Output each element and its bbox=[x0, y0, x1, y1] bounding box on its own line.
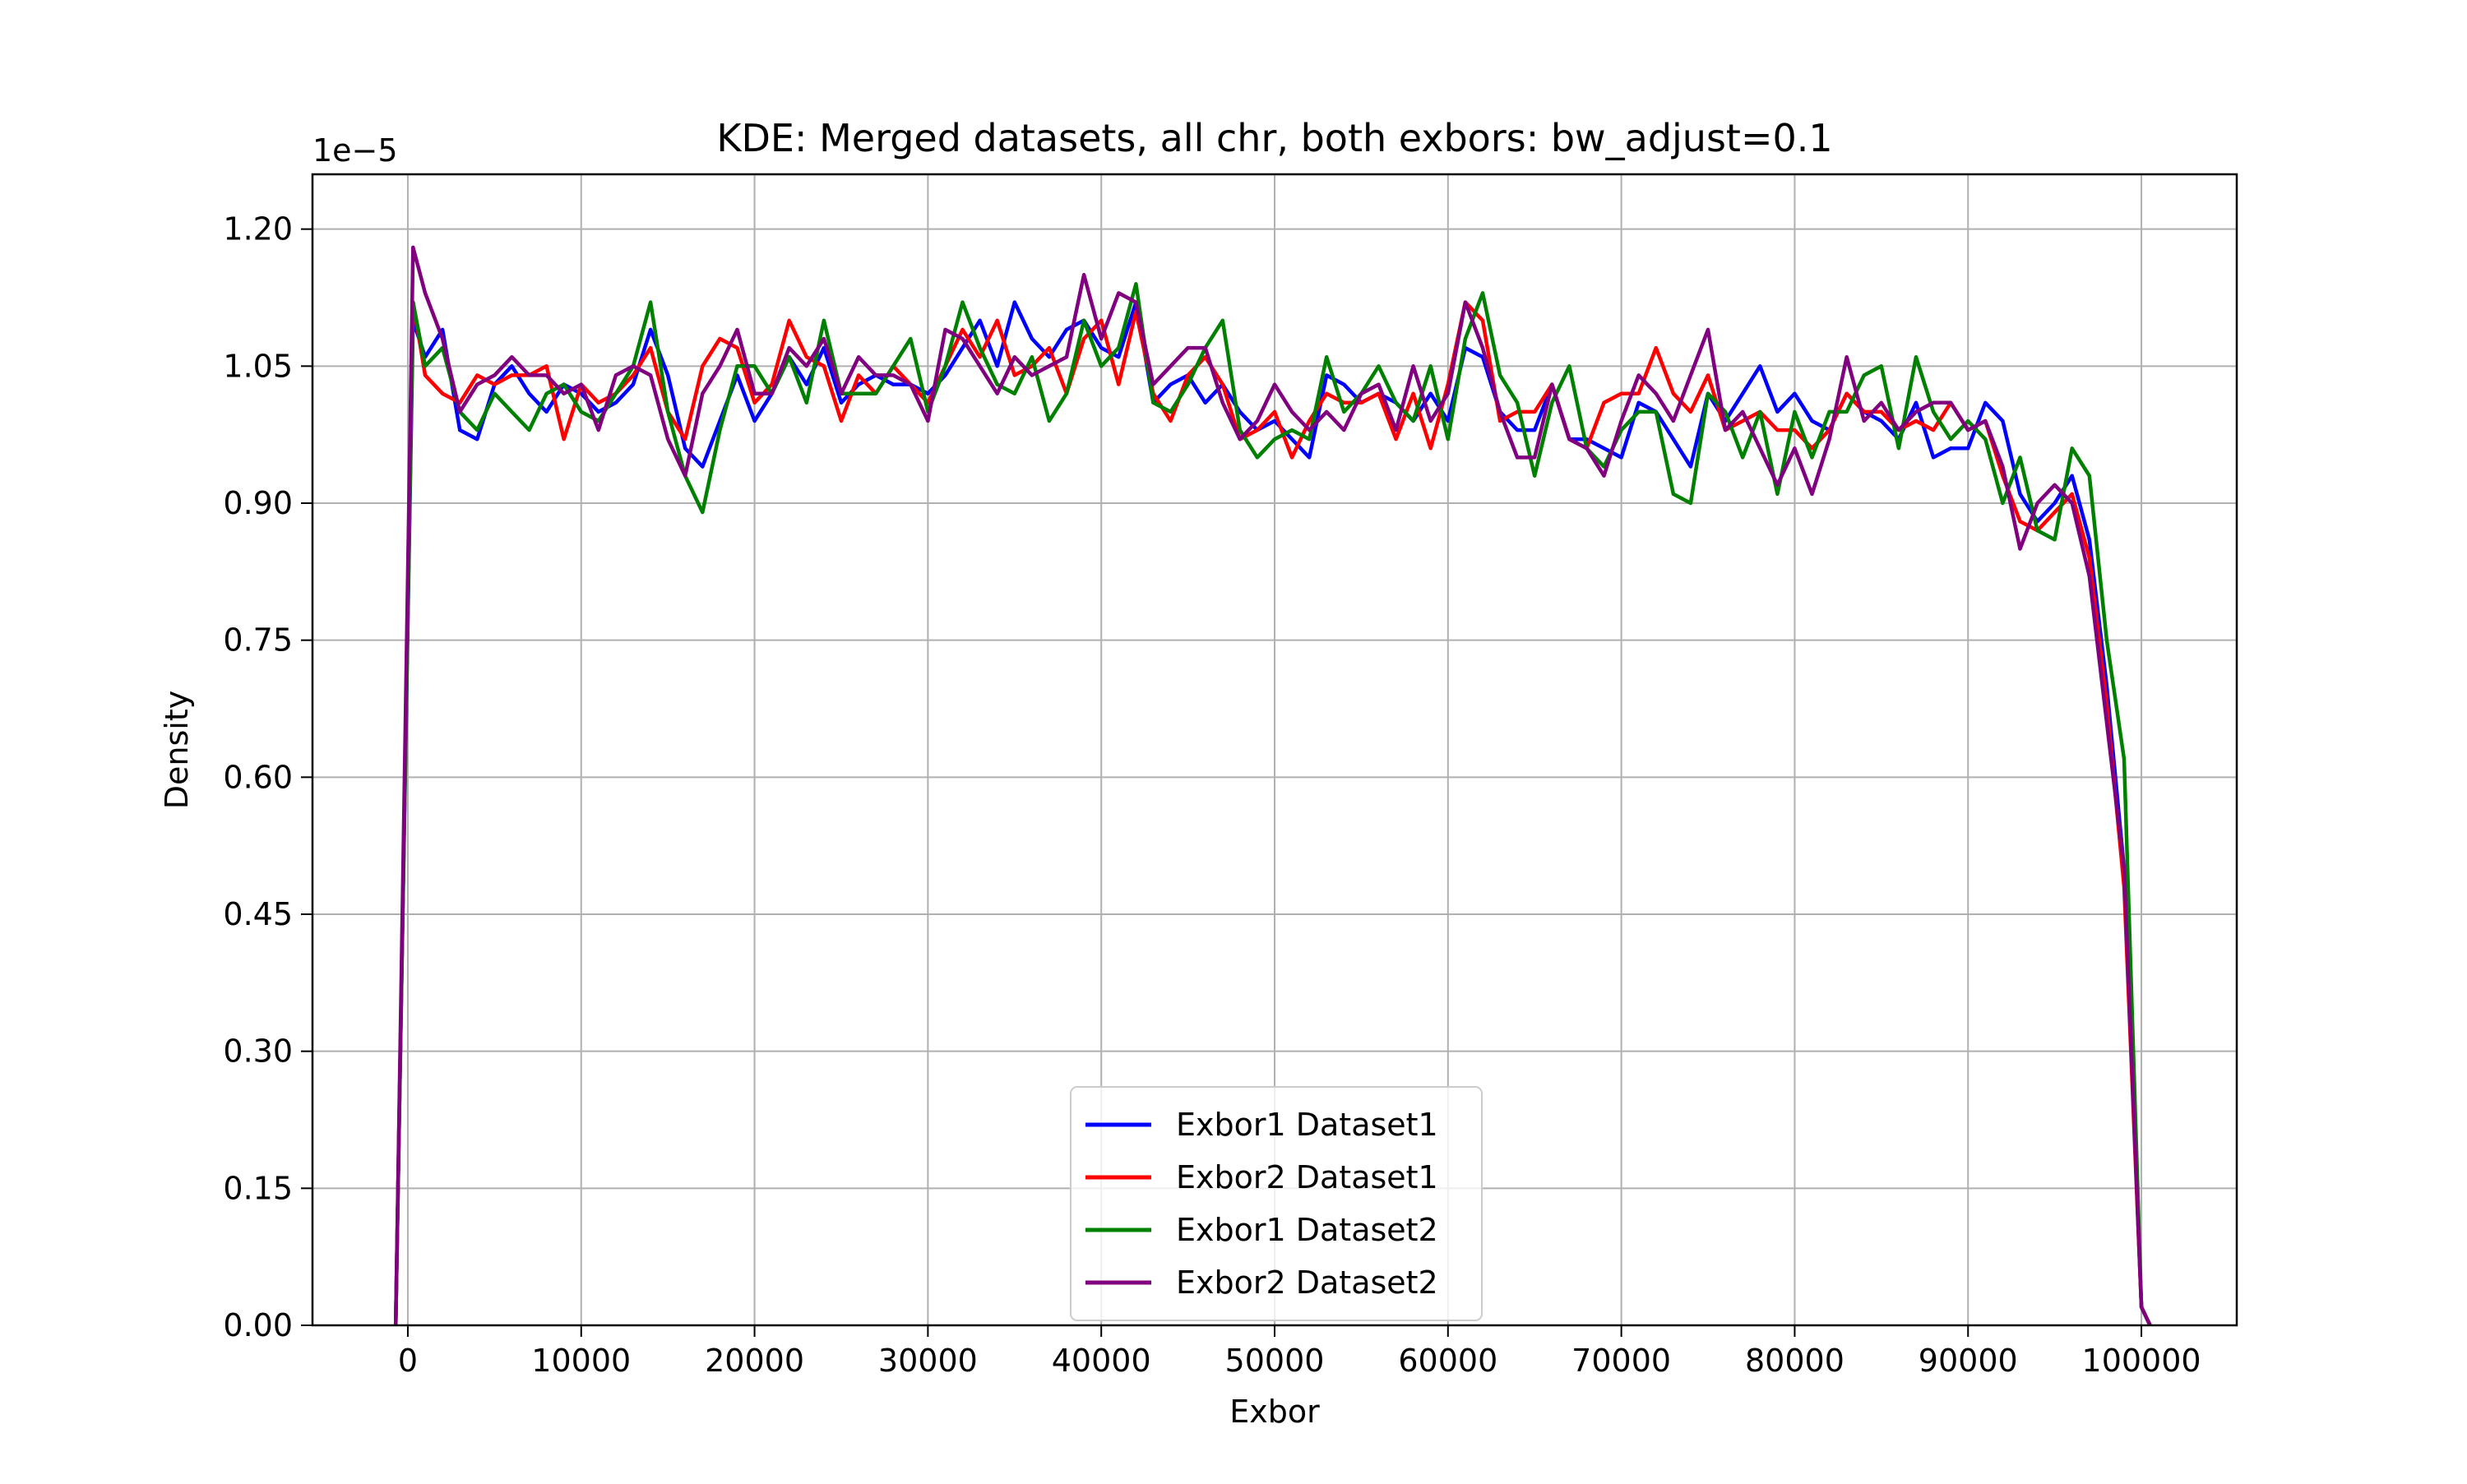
series-lines bbox=[393, 245, 2152, 1326]
y-tick-label: 0.75 bbox=[223, 622, 293, 659]
x-tick-label: 0 bbox=[398, 1343, 418, 1379]
y-tick-label: 0.60 bbox=[223, 759, 293, 795]
legend-label: Exbor1 Dataset1 bbox=[1176, 1107, 1438, 1143]
legend-label: Exbor2 Dataset1 bbox=[1176, 1159, 1438, 1195]
y-tick-label: 0.45 bbox=[223, 896, 293, 932]
x-tick-label: 80000 bbox=[1745, 1343, 1844, 1379]
y-tick-label: 0.30 bbox=[223, 1033, 293, 1070]
y-axis-offset-label: 1e−5 bbox=[312, 132, 398, 169]
x-tick-label: 100000 bbox=[2082, 1343, 2201, 1379]
series-line-4 bbox=[393, 245, 2152, 1326]
y-tick-label: 0.90 bbox=[223, 485, 293, 521]
y-axis-label: Density bbox=[159, 691, 195, 809]
y-tick-label: 0.15 bbox=[223, 1170, 293, 1206]
x-tick-label: 20000 bbox=[705, 1343, 804, 1379]
legend-label: Exbor2 Dataset2 bbox=[1176, 1264, 1438, 1301]
x-tick-label: 60000 bbox=[1398, 1343, 1497, 1379]
y-tick-label: 1.20 bbox=[223, 211, 293, 247]
legend: Exbor1 Dataset1 Exbor2 Dataset1 Exbor1 Dat… bbox=[1070, 1086, 1483, 1321]
axis-ticks: 0 10000 20000 30000 40000 50000 60000 70000 8000… bbox=[223, 211, 2201, 1379]
x-tick-label: 50000 bbox=[1225, 1343, 1325, 1379]
x-tick-label: 70000 bbox=[1571, 1343, 1671, 1379]
x-tick-label: 40000 bbox=[1052, 1343, 1151, 1379]
legend-box bbox=[1070, 1086, 1483, 1321]
x-axis-label: Exbor bbox=[1229, 1394, 1320, 1430]
x-tick-label: 30000 bbox=[878, 1343, 978, 1379]
series-line-2 bbox=[393, 300, 2152, 1326]
legend-label: Exbor1 Dataset2 bbox=[1176, 1212, 1438, 1248]
x-tick-label: 90000 bbox=[1919, 1343, 2018, 1379]
chart-title: KDE: Merged datasets, all chr, both exbo… bbox=[716, 116, 1832, 160]
x-tick-label: 10000 bbox=[531, 1343, 631, 1379]
y-tick-label: 0.00 bbox=[223, 1307, 293, 1343]
y-tick-label: 1.05 bbox=[223, 348, 293, 384]
